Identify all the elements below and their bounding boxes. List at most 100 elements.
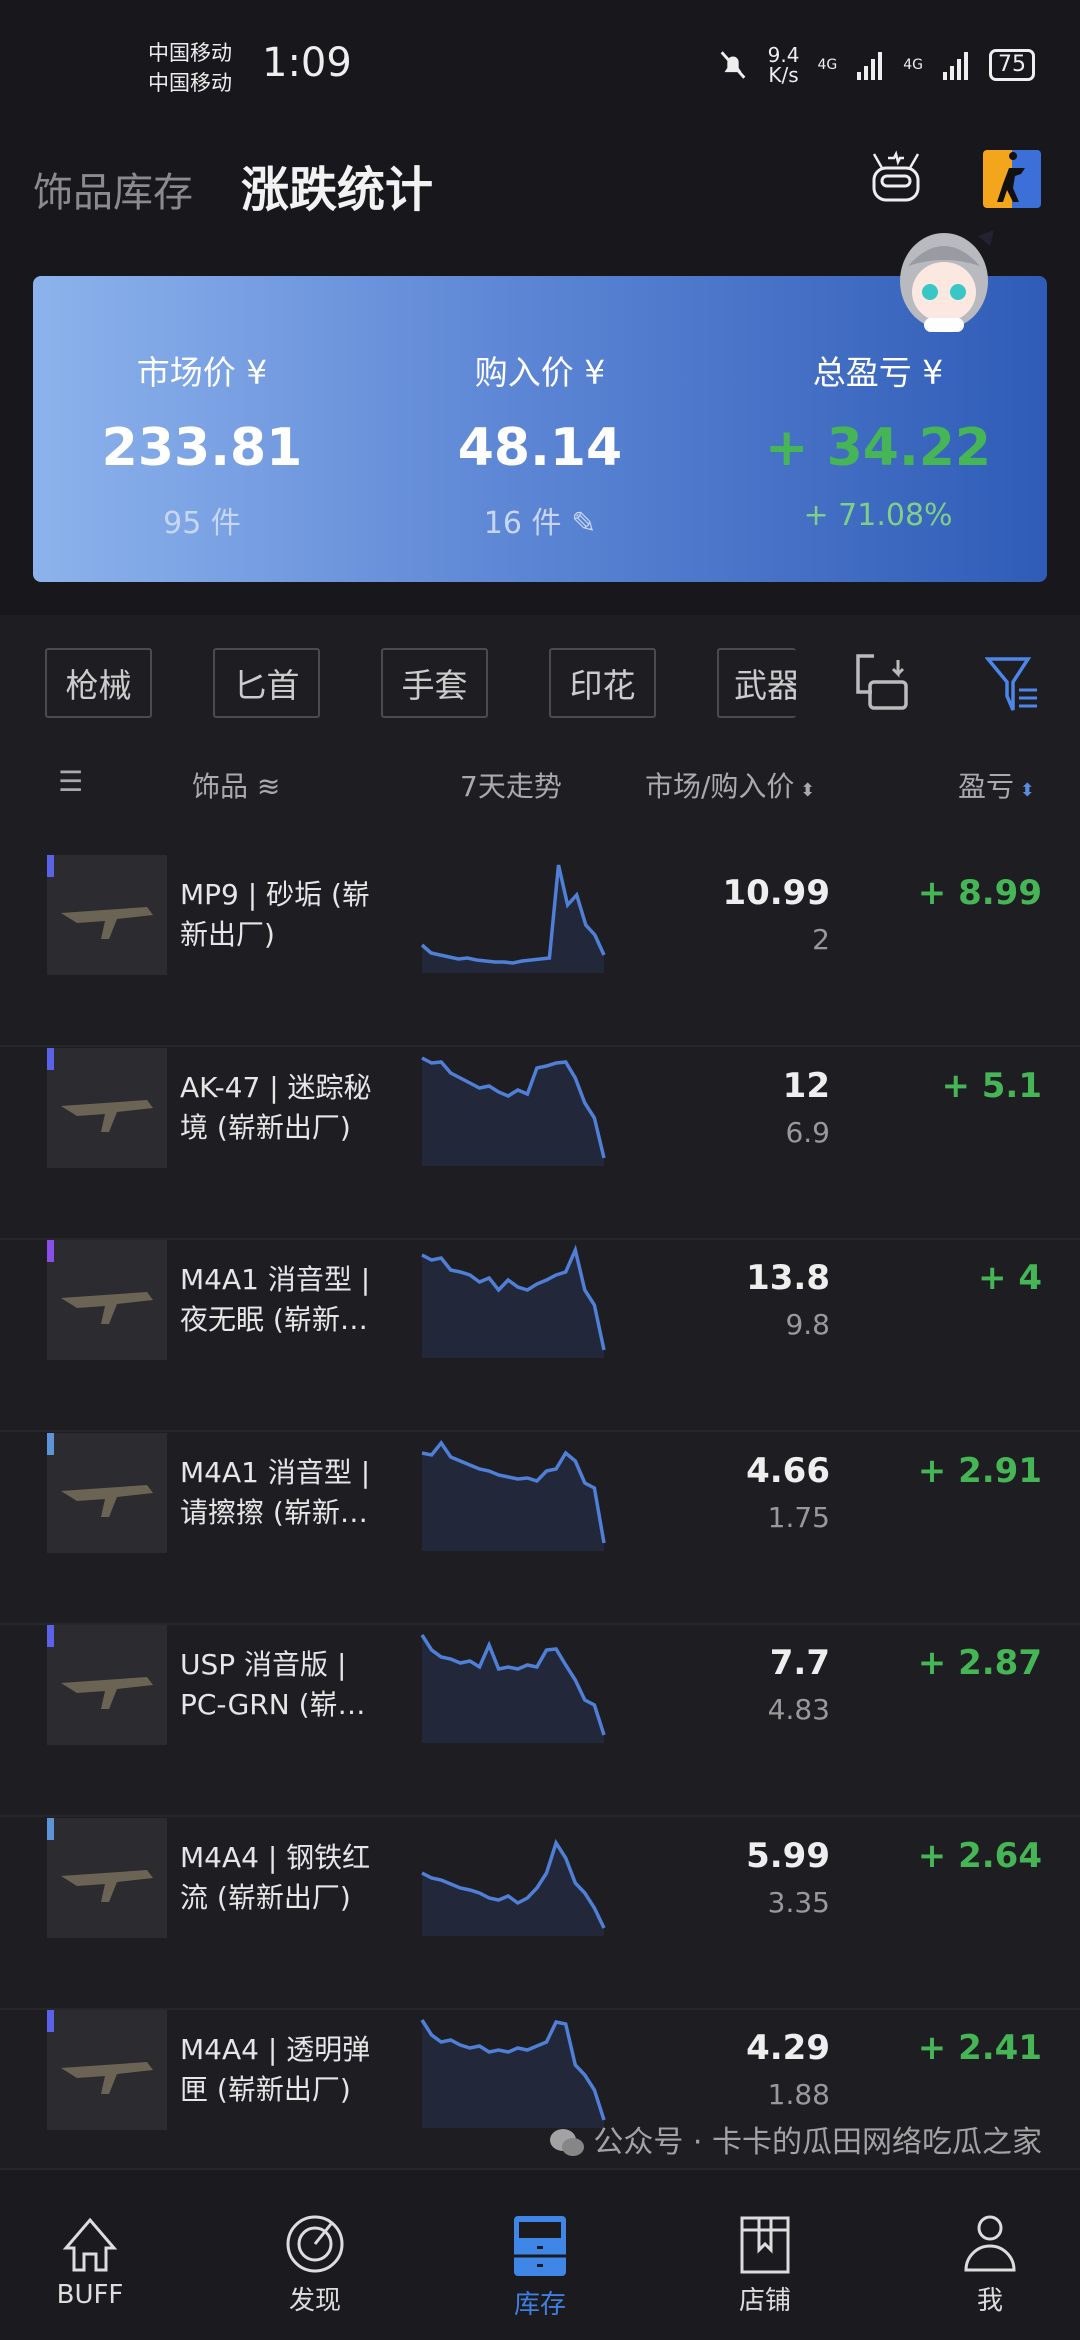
list-item[interactable]: AK-47 | 迷踪秘境 (崭新出厂) 12 6.9 + 5.1 <box>0 1047 1080 1240</box>
drawer-icon <box>514 2216 566 2276</box>
game-switch-icon[interactable] <box>983 150 1041 208</box>
item-thumbnail <box>47 2010 167 2130</box>
nav-label: 我 <box>976 2286 1003 2316</box>
menu-icon[interactable]: ☰ <box>58 765 84 798</box>
profit-percent: + 71.08% <box>803 498 953 533</box>
rarity-bar <box>47 1625 54 1647</box>
clock: 1:09 <box>262 40 352 86</box>
purchase-count: 16 件 <box>483 506 562 541</box>
weapon-image <box>61 2062 153 2094</box>
nav-me[interactable]: 我 <box>920 2214 1060 2317</box>
purchase-price: 1.88 <box>767 2078 830 2111</box>
filter-guns[interactable]: 枪械 <box>45 648 152 718</box>
item-profit: + 2.64 <box>917 1835 1042 1876</box>
header-tabs: 饰品库存 涨跌统计 <box>33 150 433 220</box>
item-name: M4A4 | 透明弹匣 (崭新出厂) <box>180 2033 371 2106</box>
weapon-image <box>61 1099 153 1132</box>
purchase-price: 2 <box>812 923 830 956</box>
nav-shop[interactable]: 店铺 <box>695 2214 835 2317</box>
trend-line <box>421 1244 606 1351</box>
trend-sparkline <box>421 1244 606 1358</box>
column-header: ☰ 饰品 ≋ 7天走势 市场/购入价 ⬍ 盈亏 ⬍ <box>0 765 1080 809</box>
trend-area <box>422 865 604 973</box>
filter-weapons[interactable]: 武器 <box>717 648 796 718</box>
purchase-price: 9.8 <box>785 1308 830 1341</box>
trend-sparkline <box>421 1055 606 1166</box>
trend-line <box>421 1055 606 1158</box>
list-item[interactable]: M4A4 | 钢铁红流 (崭新出厂) 5.99 3.35 + 2.64 <box>0 1817 1080 2010</box>
col-price[interactable]: 市场/购入价 ⬍ <box>645 765 815 805</box>
trend-line <box>420 2019 606 2121</box>
list-item[interactable]: USP 消音版 | PC-GRN (崭新出厂) 7.7 4.83 + 2.87 <box>0 1625 1080 1817</box>
radar-icon <box>286 2215 344 2273</box>
user-icon <box>964 2215 1016 2272</box>
net-speed-unit: K/s <box>768 63 799 87</box>
col-profit-label: 盈亏 <box>958 770 1015 803</box>
item-name: M4A1 消音型 | 夜无眠 (崭新出厂) <box>180 1263 371 1336</box>
item-name: MP9 | 砂垢 (崭新出厂) <box>180 878 370 951</box>
filter-stickers[interactable]: 印花 <box>549 648 656 718</box>
switch-view-icon[interactable] <box>852 652 910 712</box>
nav-discover[interactable]: 发现 <box>245 2214 385 2317</box>
list-item[interactable]: M4A1 消音型 | 请擦擦 (崭新出厂) 4.66 1.75 + 2.91 <box>0 1432 1080 1625</box>
nav-buff[interactable]: BUFF <box>20 2214 160 2310</box>
market-value: 233.81 <box>101 418 303 478</box>
nav-label: 发现 <box>288 2286 341 2316</box>
net-speed: 9.4 <box>767 43 800 67</box>
purchase-count-edit[interactable]: 16 件 ✎ <box>371 498 709 542</box>
market-price: 10.99 <box>722 873 830 913</box>
item-name: AK-47 | 迷踪秘境 (崭新出厂) <box>180 1070 372 1144</box>
profit-value: + 34.22 <box>764 418 992 478</box>
item-profit: + 2.87 <box>917 1643 1042 1683</box>
filter-knives[interactable]: 匕首 <box>213 648 320 718</box>
watermark: 公众号 · 卡卡的瓜田网络吃瓜之家 <box>549 2124 1042 2162</box>
carrier-1: 中国移动 <box>148 41 232 65</box>
col-item[interactable]: 饰品 ≋ <box>192 765 280 805</box>
weapon-image <box>61 1292 153 1324</box>
item-profit: + 8.99 <box>917 873 1042 913</box>
rarity-bar <box>47 1432 54 1455</box>
trend-area <box>422 1842 604 1936</box>
item-thumbnail <box>47 1817 167 1938</box>
purchase-summary: 购入价 ¥ 48.14 16 件 ✎ <box>371 276 709 582</box>
battery-icon: 75 <box>989 49 1035 81</box>
tab-inventory[interactable]: 饰品库存 <box>33 170 193 216</box>
signal-icon <box>943 52 968 80</box>
watermark-text: 公众号 · 卡卡的瓜田网络吃瓜之家 <box>593 2125 1042 2160</box>
weapon-image <box>61 1869 153 1902</box>
filter-gloves[interactable]: 手套 <box>381 648 488 718</box>
item-name: M4A4 | 钢铁红流 (崭新出厂) <box>180 1840 371 1914</box>
trend-line <box>421 1439 606 1543</box>
col-price-label: 市场/购入价 <box>645 770 795 803</box>
item-thumbnail <box>47 855 167 975</box>
layers-icon[interactable]: ≋ <box>256 770 281 803</box>
edit-icon[interactable]: ✎ <box>571 506 597 541</box>
nav-label: 库存 <box>513 2290 566 2320</box>
filter-icon[interactable] <box>985 656 1043 714</box>
list-item[interactable]: MP9 | 砂垢 (崭新出厂) 10.99 2 + 8.99 <box>0 855 1080 1047</box>
trend-area <box>422 1057 604 1166</box>
item-thumbnail <box>47 1240 167 1360</box>
market-price: 7.7 <box>769 1643 830 1683</box>
trend-sparkline <box>420 1634 606 1743</box>
rarity-bar <box>47 1240 54 1262</box>
robot-icon[interactable] <box>868 148 924 204</box>
profit-label: 总盈亏 ¥ <box>812 353 944 392</box>
market-price: 4.66 <box>746 1450 830 1491</box>
col-profit[interactable]: 盈亏 ⬍ <box>958 765 1035 805</box>
status-icons: 9.4 K/s 4G 4G 75 <box>716 45 1035 85</box>
nav-inventory[interactable]: 库存 <box>470 2214 610 2321</box>
item-name: M4A1 消音型 | 请擦擦 (崭新出厂) <box>180 1455 371 1529</box>
box-icon <box>740 2216 790 2274</box>
list-item[interactable]: M4A1 消音型 | 夜无眠 (崭新出厂) 13.8 9.8 + 4 <box>0 1240 1080 1432</box>
summary-card: 市场价 ¥ 233.81 95 件 购入价 ¥ 48.14 16 件 ✎ 总盈亏… <box>33 276 1047 582</box>
profit-summary: 总盈亏 ¥ + 34.22 + 71.08% <box>709 276 1047 582</box>
weapon-image <box>61 907 153 939</box>
sort-icon[interactable]: ⬍ <box>794 780 816 801</box>
col-item-label: 饰品 <box>192 770 249 803</box>
tab-stats[interactable]: 涨跌统计 <box>241 162 434 218</box>
market-label: 市场价 ¥ <box>136 353 268 392</box>
item-profit: + 4 <box>978 1258 1042 1298</box>
sort-desc-icon[interactable]: ⬍ <box>1014 780 1035 801</box>
purchase-price: 6.9 <box>785 1115 830 1149</box>
